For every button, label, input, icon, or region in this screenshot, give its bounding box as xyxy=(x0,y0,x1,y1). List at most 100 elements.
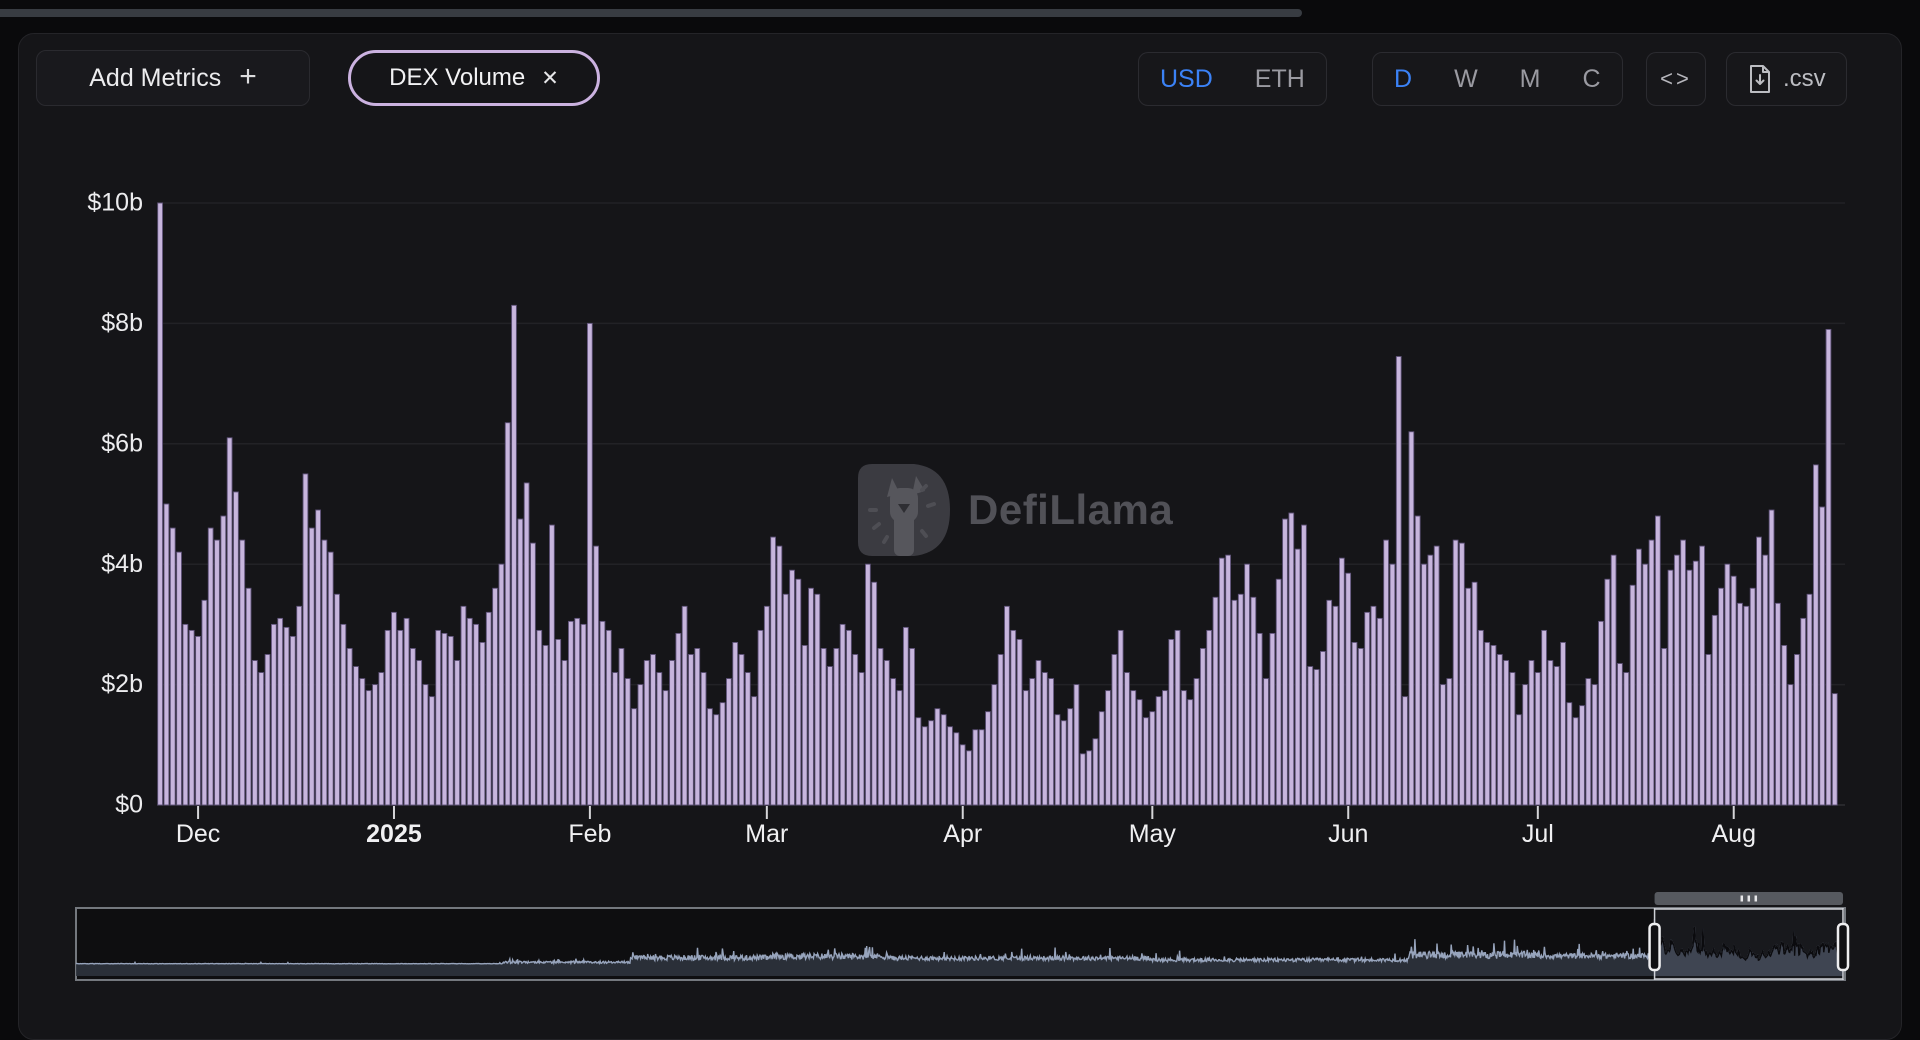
bar xyxy=(1288,512,1295,806)
bar xyxy=(1345,572,1352,806)
bar xyxy=(201,599,208,806)
bar xyxy=(410,648,416,806)
bar xyxy=(1218,557,1225,806)
metric-pill-label: DEX Volume xyxy=(389,64,526,91)
bar xyxy=(846,629,852,806)
bar xyxy=(1035,660,1042,806)
bar xyxy=(1553,666,1560,806)
bar xyxy=(1326,599,1333,806)
bar xyxy=(1831,693,1838,806)
bar xyxy=(1263,678,1269,806)
bar xyxy=(1711,614,1718,806)
bar xyxy=(441,632,448,806)
bar xyxy=(782,593,789,806)
bar xyxy=(271,623,277,806)
bar xyxy=(1617,663,1623,806)
bar xyxy=(296,605,303,806)
bar xyxy=(1231,599,1238,806)
bars-group xyxy=(157,202,1838,806)
bar xyxy=(1073,684,1080,806)
bar xyxy=(890,678,897,806)
close-icon[interactable]: ✕ xyxy=(541,66,559,90)
bar xyxy=(1800,617,1807,806)
bar xyxy=(1579,705,1585,806)
add-metrics-button[interactable]: Add Metrics + xyxy=(36,50,310,106)
bar xyxy=(1636,548,1642,806)
bar xyxy=(732,642,739,806)
x-axis-label: 2025 xyxy=(366,820,422,848)
interval-option-weekly[interactable]: W xyxy=(1454,64,1478,93)
bar xyxy=(814,593,821,806)
bar xyxy=(226,437,233,806)
bar xyxy=(1806,593,1813,806)
bar xyxy=(403,617,410,806)
bar xyxy=(1351,642,1358,806)
bar xyxy=(1598,620,1604,806)
bar xyxy=(1282,518,1288,806)
bar xyxy=(1275,578,1282,806)
bar xyxy=(1686,569,1693,806)
bar xyxy=(416,660,423,806)
bar xyxy=(959,744,966,806)
grip-icon xyxy=(1747,895,1751,902)
y-axis-label: $10b xyxy=(87,189,143,217)
bar xyxy=(662,690,669,806)
download-csv-button[interactable]: .csv xyxy=(1726,52,1847,106)
bar xyxy=(877,648,884,806)
plot-area[interactable] xyxy=(157,183,1838,805)
bar xyxy=(1484,642,1491,806)
top-horizontal-scrollbar[interactable] xyxy=(0,9,1302,17)
metric-pill-dex-volume[interactable]: DEX Volume ✕ xyxy=(348,50,600,106)
bar xyxy=(827,666,833,806)
bar xyxy=(1566,702,1573,806)
bar xyxy=(637,684,644,806)
bar xyxy=(1269,632,1276,806)
embed-code-button[interactable]: <> xyxy=(1646,52,1706,106)
currency-option-usd[interactable]: USD xyxy=(1160,64,1213,93)
brush-handle-right[interactable] xyxy=(1836,922,1850,972)
bar xyxy=(839,623,846,806)
grip-icon xyxy=(1754,895,1758,902)
bar xyxy=(1105,690,1111,806)
bar xyxy=(789,569,795,806)
bar xyxy=(820,648,827,806)
brush-handle-left[interactable] xyxy=(1648,922,1661,972)
bar xyxy=(605,629,612,806)
currency-option-eth[interactable]: ETH xyxy=(1254,64,1305,93)
interval-option-monthly[interactable]: M xyxy=(1519,64,1541,93)
interval-option-daily[interactable]: D xyxy=(1394,64,1413,93)
bar xyxy=(1522,684,1528,806)
bar xyxy=(1010,629,1017,806)
bar xyxy=(207,527,214,806)
bar xyxy=(258,672,265,806)
bar xyxy=(163,503,170,806)
bar xyxy=(1092,738,1099,806)
bar xyxy=(568,620,574,806)
bar xyxy=(289,635,296,806)
y-axis-label: $0 xyxy=(115,791,143,819)
y-axis-label: $4b xyxy=(101,550,143,578)
x-axis-label: Aug xyxy=(1711,820,1755,848)
bar xyxy=(1775,602,1781,806)
bar xyxy=(365,690,372,806)
bar xyxy=(1079,753,1086,806)
grip-icon xyxy=(1740,895,1744,902)
bar xyxy=(1301,524,1307,806)
bar xyxy=(675,632,682,806)
bar xyxy=(378,672,385,806)
bar xyxy=(1117,629,1124,806)
bar xyxy=(391,611,397,806)
bar xyxy=(719,702,726,806)
bar xyxy=(536,629,543,806)
bar xyxy=(340,623,347,806)
bar xyxy=(1250,596,1257,806)
bar xyxy=(283,626,290,806)
bar xyxy=(1509,672,1516,806)
interval-option-cumulative[interactable]: C xyxy=(1582,64,1601,93)
bar xyxy=(176,551,182,806)
bar xyxy=(511,304,517,806)
bar xyxy=(858,672,865,806)
bar xyxy=(669,660,675,806)
bar xyxy=(618,648,625,806)
x-axis-label: Mar xyxy=(745,820,788,848)
